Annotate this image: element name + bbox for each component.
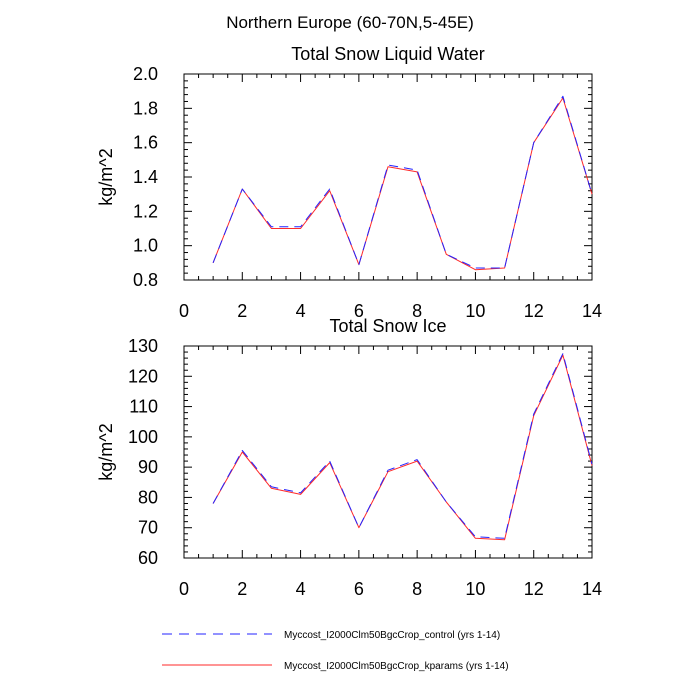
x-tick-label: 12 <box>524 301 544 321</box>
y-tick-label: 1.0 <box>133 236 158 256</box>
x-tick-label: 6 <box>354 301 364 321</box>
x-tick-label: 8 <box>412 579 422 599</box>
y-tick-label: 130 <box>128 336 158 356</box>
y-tick-label: 1.4 <box>133 167 158 187</box>
chart-title: Total Snow Liquid Water <box>291 44 484 64</box>
y-tick-label: 2.0 <box>133 64 158 84</box>
y-tick-label: 1.6 <box>133 133 158 153</box>
super-title: Northern Europe (60-70N,5-45E) <box>226 13 474 32</box>
plot-frame <box>183 345 593 559</box>
series-line-control <box>212 353 593 539</box>
legend-label-control: Myccost_I2000Clm50BgcCrop_control (yrs 1… <box>284 630 500 641</box>
y-tick-label: 90 <box>138 457 158 477</box>
x-tick-label: 14 <box>582 301 602 321</box>
legend: Myccost_I2000Clm50BgcCrop_control (yrs 1… <box>162 630 509 672</box>
x-tick-label: 14 <box>582 579 602 599</box>
y-tick-label: 0.8 <box>133 270 158 290</box>
y-tick-label: 100 <box>128 427 158 447</box>
series-line-control <box>212 95 593 269</box>
x-tick-label: 2 <box>237 579 247 599</box>
plot-frame <box>183 73 593 281</box>
chart-title: Total Snow Ice <box>329 316 446 336</box>
y-axis-label: kg/m^2 <box>96 148 116 205</box>
y-tick-label: 70 <box>138 518 158 538</box>
y-tick-label: 110 <box>129 397 158 417</box>
x-tick-label: 6 <box>354 579 364 599</box>
x-tick-label: 4 <box>296 579 306 599</box>
x-tick-label: 12 <box>524 579 544 599</box>
x-tick-label: 8 <box>412 301 422 321</box>
x-tick-label: 10 <box>465 579 485 599</box>
x-tick-label: 4 <box>296 301 306 321</box>
y-tick-label: 120 <box>128 366 158 386</box>
y-tick-label: 60 <box>138 548 158 568</box>
x-tick-label: 2 <box>237 301 247 321</box>
panel-snow-liquid-water: Total Snow Liquid Water kg/m^2 0 2 4 6 8 10 12 14… <box>96 44 602 321</box>
y-tick-label: 1.2 <box>133 201 158 221</box>
y-tick-label: 80 <box>138 487 158 507</box>
panel-snow-ice: Total Snow Ice kg/m^2 0 2 4 6 8 10 12 14 60 70 80 90 1… <box>96 316 602 599</box>
legend-label-kparams: Myccost_I2000Clm50BgcCrop_kparams (yrs 1… <box>284 661 509 672</box>
y-axis-label: kg/m^2 <box>96 423 116 480</box>
series-line-kparams <box>212 97 593 271</box>
y-tick-label: 1.8 <box>133 98 158 118</box>
x-tick-label: 10 <box>465 301 485 321</box>
series-line-kparams <box>212 354 593 541</box>
x-tick-label: 0 <box>179 579 189 599</box>
x-tick-label: 0 <box>179 301 189 321</box>
